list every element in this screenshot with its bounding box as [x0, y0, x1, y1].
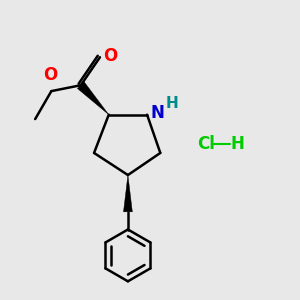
Text: O: O [43, 66, 57, 84]
Polygon shape [124, 175, 132, 212]
Polygon shape [77, 82, 109, 115]
Text: O: O [103, 47, 117, 65]
Text: N: N [150, 104, 164, 122]
Text: Cl: Cl [197, 135, 215, 153]
Text: H: H [231, 135, 245, 153]
Text: H: H [165, 96, 178, 111]
